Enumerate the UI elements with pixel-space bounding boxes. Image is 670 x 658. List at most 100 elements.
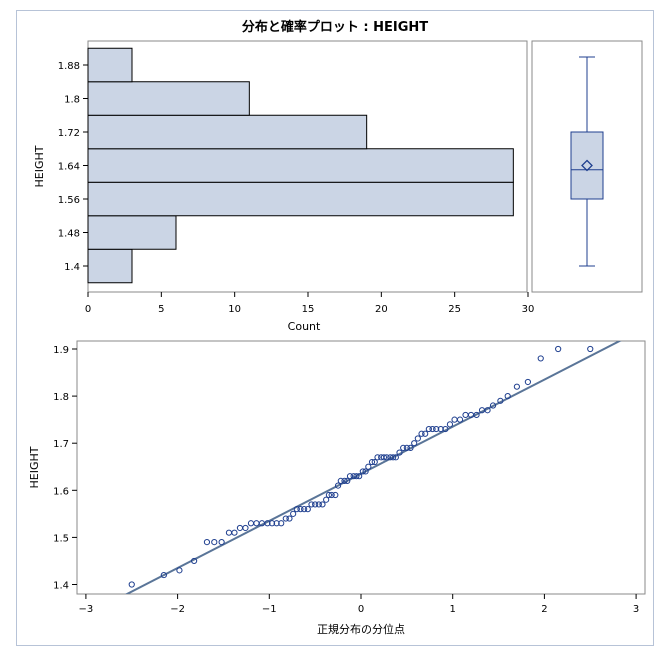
data-point bbox=[368, 458, 376, 466]
y-tick-label: 1.88 bbox=[58, 61, 80, 72]
data-point bbox=[328, 491, 335, 499]
histogram-bar bbox=[87, 181, 514, 217]
data-point bbox=[400, 444, 407, 452]
data-point bbox=[484, 407, 491, 414]
data-point bbox=[524, 378, 531, 386]
data-point bbox=[334, 482, 342, 489]
x-axis-label: 正規分布の分位点 bbox=[317, 622, 405, 636]
histogram-bar bbox=[87, 148, 514, 183]
data-point bbox=[278, 520, 285, 527]
data-point bbox=[587, 345, 594, 353]
data-point bbox=[236, 524, 244, 532]
data-point bbox=[304, 506, 311, 513]
y-tick-label: 1.6 bbox=[53, 486, 69, 497]
data-point bbox=[293, 506, 300, 513]
y-tick-label: 1.4 bbox=[64, 262, 80, 273]
histogram-bar bbox=[87, 81, 250, 116]
data-point bbox=[242, 524, 249, 532]
data-point bbox=[297, 506, 304, 513]
data-point bbox=[403, 444, 410, 452]
data-point bbox=[356, 473, 363, 480]
data-point bbox=[383, 454, 390, 461]
x-tick-label: 30 bbox=[522, 304, 535, 315]
data-point bbox=[247, 520, 255, 527]
histogram-bar bbox=[87, 248, 133, 284]
data-point bbox=[451, 416, 458, 423]
data-point bbox=[362, 468, 369, 475]
data-point bbox=[442, 425, 449, 433]
data-point bbox=[418, 430, 425, 437]
data-point bbox=[231, 529, 238, 536]
data-point bbox=[380, 454, 388, 461]
data-point bbox=[346, 473, 354, 480]
y-axis-label: HEIGHT bbox=[33, 145, 46, 187]
y-tick-label: 1.5 bbox=[53, 533, 69, 544]
mean-marker bbox=[581, 159, 593, 172]
data-point bbox=[341, 477, 348, 484]
data-point bbox=[497, 397, 504, 404]
data-point bbox=[374, 454, 381, 461]
data-point bbox=[433, 425, 440, 433]
x-axis-label: Count bbox=[288, 320, 321, 333]
boxplot-panel bbox=[531, 40, 643, 293]
data-point bbox=[429, 425, 436, 433]
y-tick-label: 1.48 bbox=[58, 229, 80, 240]
boxplot-plot-area bbox=[531, 40, 643, 293]
data-point bbox=[160, 571, 167, 579]
y-axis-label: HEIGHT bbox=[28, 446, 41, 488]
y-tick-label: 1.8 bbox=[64, 95, 80, 106]
x-tick-label: 0 bbox=[85, 304, 91, 315]
data-point bbox=[504, 393, 511, 400]
data-point bbox=[473, 411, 480, 419]
data-point bbox=[555, 345, 562, 353]
data-point bbox=[286, 515, 293, 522]
data-point bbox=[456, 416, 464, 423]
data-point bbox=[308, 501, 315, 508]
data-point bbox=[264, 520, 271, 527]
data-point bbox=[344, 477, 351, 484]
data-point bbox=[225, 529, 233, 536]
data-point bbox=[191, 557, 198, 565]
x-tick-label: 15 bbox=[302, 304, 315, 315]
data-point bbox=[365, 463, 372, 470]
x-tick-label: 1 bbox=[450, 604, 456, 615]
data-point bbox=[513, 383, 520, 390]
data-point bbox=[268, 520, 276, 527]
data-point bbox=[337, 477, 344, 484]
histogram-bar bbox=[87, 114, 368, 150]
x-tick-label: −3 bbox=[79, 604, 94, 615]
data-point bbox=[407, 444, 414, 452]
data-point bbox=[396, 449, 403, 456]
data-point bbox=[323, 496, 330, 503]
data-point bbox=[489, 402, 497, 409]
x-tick-label: −2 bbox=[170, 604, 185, 615]
data-point bbox=[128, 581, 135, 588]
data-point bbox=[371, 458, 378, 466]
data-point bbox=[411, 440, 418, 447]
data-point bbox=[282, 515, 289, 522]
data-point bbox=[319, 501, 326, 508]
data-point bbox=[414, 435, 421, 442]
data-point bbox=[389, 454, 397, 461]
x-tick-label: 0 bbox=[358, 604, 364, 615]
qq-plot-area bbox=[76, 340, 646, 595]
data-point bbox=[422, 430, 429, 437]
histogram-bar bbox=[87, 215, 177, 250]
data-point bbox=[203, 539, 211, 546]
data-point bbox=[312, 501, 319, 508]
data-point bbox=[446, 421, 454, 428]
qq-plot-panel: −3 −2 −1 0 1 2 3 1.9 1.8 1.7 1.6 1.5 1.4 正規分布の分位点 HEIG… bbox=[28, 340, 646, 636]
histogram-panel: 1.88 1.8 1.72 1.64 1.56 1.48 1.4 0 5 10 15 20 25 30 Co… bbox=[33, 40, 535, 333]
x-tick-label: 2 bbox=[541, 604, 547, 615]
iqr-box bbox=[570, 131, 604, 200]
chart-title: 分布と確率プロット : HEIGHT bbox=[242, 19, 428, 35]
data-point bbox=[359, 468, 366, 475]
data-point bbox=[332, 491, 339, 499]
y-tick-label: 1.7 bbox=[53, 439, 69, 450]
y-tick-label: 1.56 bbox=[58, 195, 80, 206]
x-tick-label: −1 bbox=[262, 604, 277, 615]
x-tick-label: 5 bbox=[158, 304, 164, 315]
histogram-bar bbox=[87, 47, 133, 83]
y-tick-label: 1.72 bbox=[58, 128, 80, 139]
data-point bbox=[301, 506, 308, 513]
